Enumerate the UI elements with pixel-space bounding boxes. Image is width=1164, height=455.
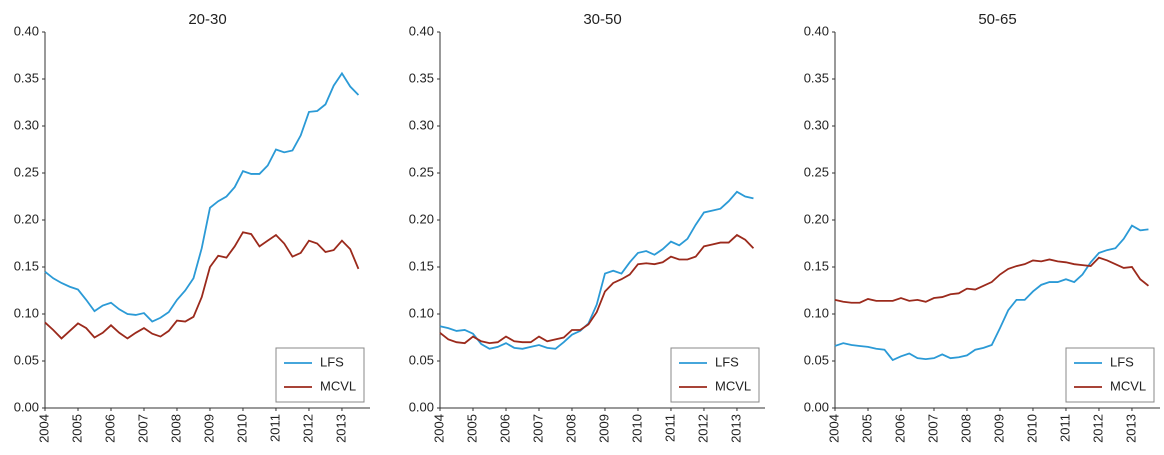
y-tick-label: 0.25 (409, 164, 434, 179)
legend-box (1065, 347, 1155, 403)
y-tick-label: 0.10 (14, 305, 39, 320)
y-tick-label: 0.30 (14, 117, 39, 132)
y-tick-label: 0.15 (14, 258, 39, 273)
x-tick-label: 2005 (859, 414, 874, 443)
x-tick-label: 2005 (69, 414, 84, 443)
y-tick-label: 0.40 (14, 23, 39, 38)
x-tick-label: 2009 (991, 414, 1006, 443)
x-tick-label: 2013 (1123, 414, 1138, 443)
y-tick-label: 0.15 (804, 258, 829, 273)
x-tick-label: 2013 (333, 414, 348, 443)
x-tick-label: 2010 (629, 414, 644, 443)
y-tick-label: 0.20 (14, 211, 39, 226)
legend-label: MCVL (715, 378, 751, 393)
y-tick-label: 0.00 (409, 399, 434, 414)
y-tick-label: 0.00 (14, 399, 39, 414)
y-tick-label: 0.05 (14, 352, 39, 367)
series-line (439, 190, 754, 350)
x-tick-label: 2011 (1057, 414, 1072, 442)
y-tick-label: 0.10 (409, 305, 434, 320)
x-tick-label: 2012 (695, 414, 710, 443)
series-line (439, 233, 755, 345)
y-tick-label: 0.05 (409, 352, 434, 367)
legend-box (670, 347, 760, 403)
x-tick-label: 2011 (267, 414, 282, 442)
legend-box (275, 347, 365, 403)
y-tick-label: 0.15 (409, 258, 434, 273)
x-tick-label: 2004 (431, 414, 446, 443)
chart-title: 30-50 (583, 11, 621, 28)
y-tick-label: 0.20 (409, 211, 434, 226)
legend-label: LFS (715, 354, 739, 369)
x-tick-label: 2004 (826, 414, 841, 443)
x-tick-label: 2009 (596, 414, 611, 443)
x-tick-label: 2006 (102, 414, 117, 443)
x-tick-label: 2006 (497, 414, 512, 443)
x-tick-label: 2005 (464, 414, 479, 443)
y-tick-label: 0.20 (804, 211, 829, 226)
y-tick-label: 0.05 (804, 352, 829, 367)
y-tick-label: 0.40 (409, 23, 434, 38)
legend-label: MCVL (1110, 378, 1146, 393)
x-tick-label: 2009 (201, 414, 216, 443)
series-line (44, 231, 360, 340)
x-tick-label: 2008 (168, 414, 183, 443)
x-tick-label: 2011 (662, 414, 677, 442)
x-tick-label: 2008 (563, 414, 578, 443)
x-tick-label: 2007 (530, 414, 545, 443)
y-tick-label: 0.40 (804, 23, 829, 38)
series-line (834, 224, 1149, 362)
x-tick-label: 2012 (300, 414, 315, 443)
y-tick-label: 0.35 (409, 70, 434, 85)
y-tick-label: 0.35 (804, 70, 829, 85)
legend-label: LFS (320, 354, 344, 369)
y-tick-label: 0.30 (804, 117, 829, 132)
x-tick-label: 2008 (958, 414, 973, 443)
legend-label: MCVL (320, 378, 356, 393)
x-tick-label: 2007 (135, 414, 150, 443)
y-tick-label: 0.25 (804, 164, 829, 179)
x-tick-label: 2010 (1024, 414, 1039, 443)
chart-title: 50-65 (978, 11, 1016, 28)
chart-title: 20-30 (188, 11, 226, 28)
y-tick-label: 0.00 (804, 399, 829, 414)
x-tick-label: 2013 (728, 414, 743, 443)
y-tick-label: 0.25 (14, 164, 39, 179)
y-tick-label: 0.35 (14, 70, 39, 85)
x-tick-label: 2010 (234, 414, 249, 443)
x-tick-label: 2004 (36, 414, 51, 443)
y-tick-label: 0.30 (409, 117, 434, 132)
x-tick-label: 2006 (892, 414, 907, 443)
x-tick-label: 2012 (1090, 414, 1105, 443)
series-line (834, 256, 1150, 304)
series-line (44, 71, 360, 323)
x-tick-label: 2007 (925, 414, 940, 443)
y-tick-label: 0.10 (804, 305, 829, 320)
legend-label: LFS (1110, 354, 1134, 369)
